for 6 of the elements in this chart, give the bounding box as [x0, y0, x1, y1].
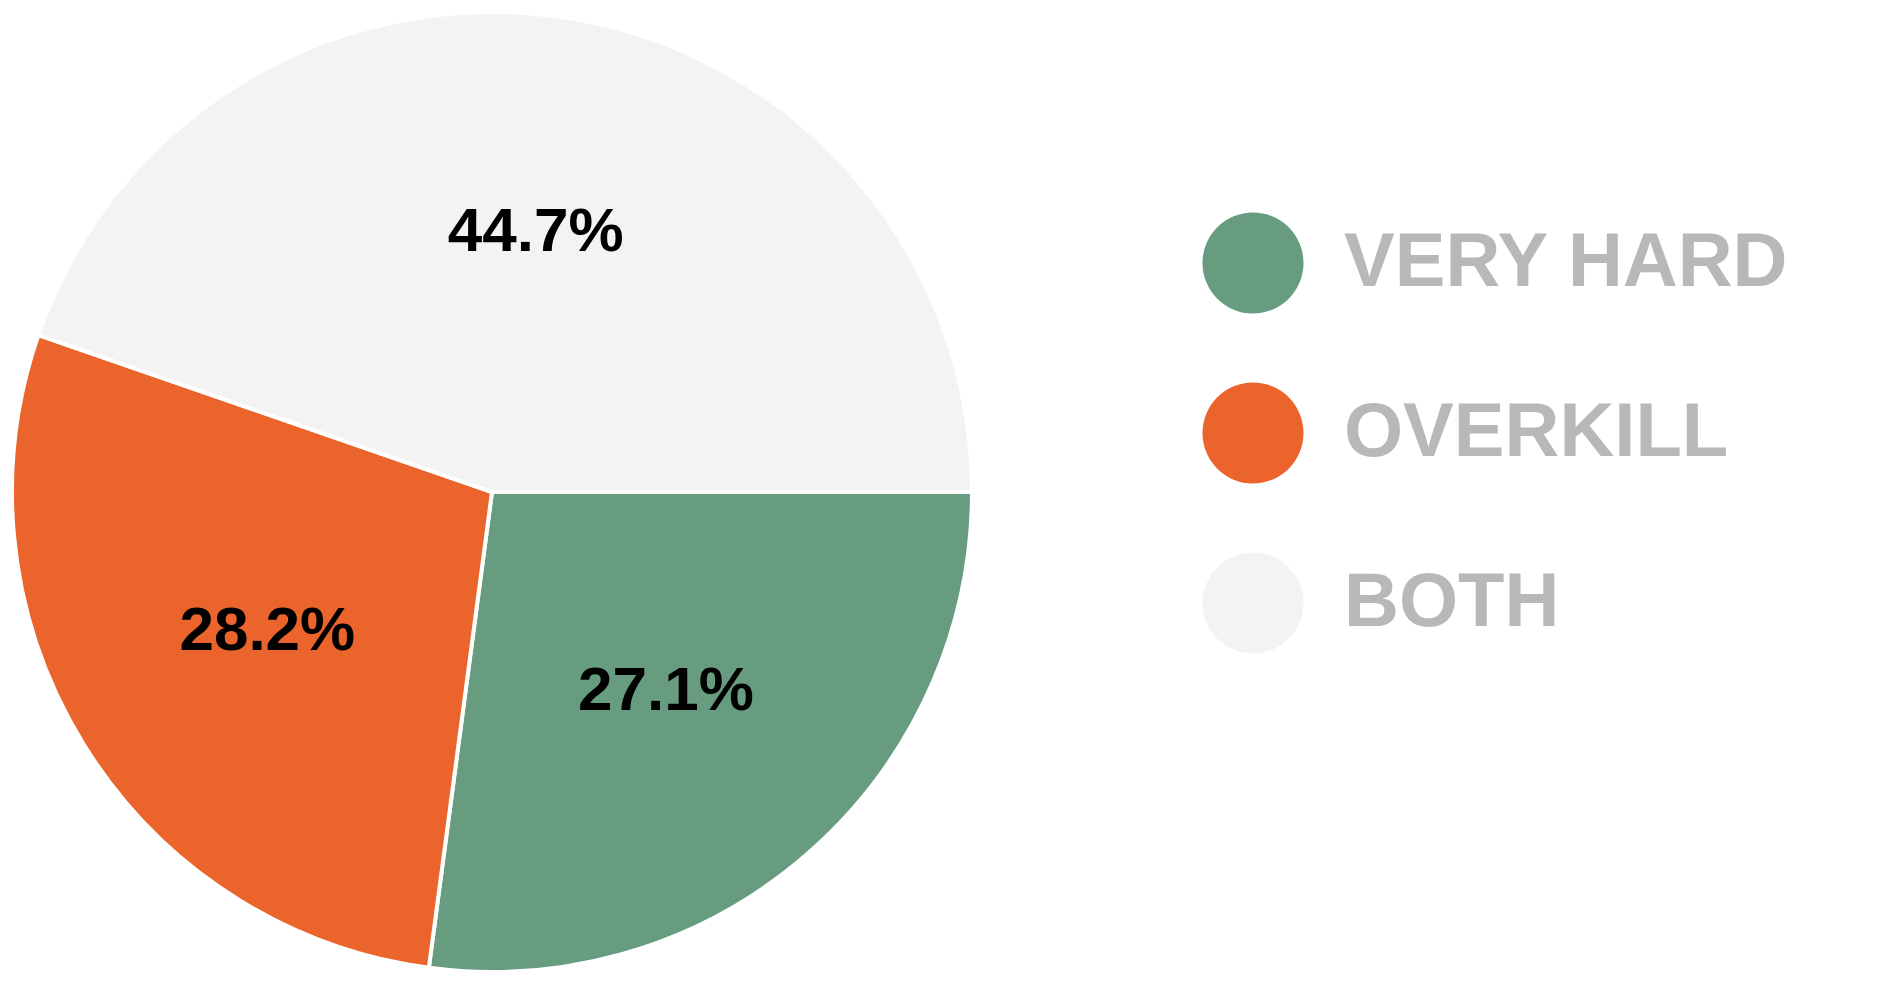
- legend-label: BOTH: [1344, 557, 1560, 642]
- data-label: 27.1%: [578, 653, 754, 723]
- legend-label: VERY HARD: [1344, 217, 1788, 302]
- data-label: 44.7%: [447, 194, 624, 264]
- data-label: 28.2%: [179, 593, 356, 663]
- legend-label: OVERKILL: [1344, 387, 1729, 472]
